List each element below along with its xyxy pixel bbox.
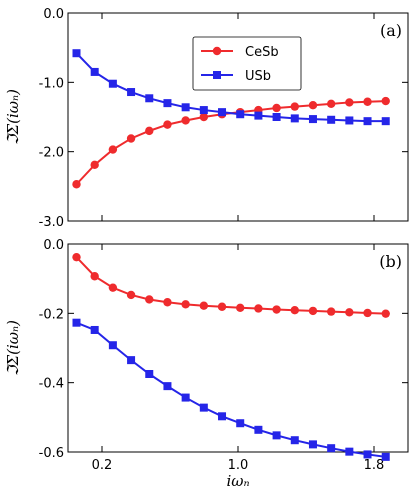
- panel-b-ytick-label: -0.2: [39, 307, 64, 322]
- panel-a-cesb-point: [90, 160, 99, 170]
- panel-a-legend-label: CeSb: [245, 45, 279, 60]
- panel-b-ytick-label: 0.0: [43, 238, 64, 253]
- panel-a-usb-point: [90, 67, 99, 76]
- panel-a-usb-point: [272, 113, 281, 121]
- panel-a-cesb-point: [181, 116, 190, 125]
- panel-a-usb-point: [181, 103, 190, 112]
- panel-b-cesb-point: [145, 295, 154, 304]
- panel-b-cesb-point: [90, 272, 99, 281]
- panel-a-tag: (a): [380, 21, 402, 40]
- panel-b-xtick-label: 0.2: [92, 458, 113, 473]
- panel-a-usb-point: [72, 49, 81, 58]
- panel-a-usb-point: [363, 117, 372, 126]
- panel-a-legend-label: USb: [245, 69, 271, 84]
- panel-a-cesb-point: [108, 145, 118, 154]
- panel-a-usb-point: [290, 114, 299, 123]
- panel-a-usb-point: [218, 108, 227, 117]
- panel-a-usb-point: [308, 115, 317, 124]
- panel-b-usb-point: [218, 412, 227, 421]
- panel-a-ytick-label: -2.0: [39, 146, 64, 161]
- panel-a-usb-point: [127, 88, 136, 97]
- panel-a-cesb-point: [199, 112, 209, 122]
- panel-a-usb-point: [163, 99, 172, 108]
- panel-b-cesb-point: [363, 308, 372, 318]
- panel-b-usb-point: [327, 444, 336, 453]
- panel-b-usb-point: [381, 452, 390, 461]
- panel-b-usb-point: [163, 382, 172, 391]
- panel-a-usb-point: [381, 117, 390, 126]
- panel-b-usb-point: [127, 356, 136, 365]
- panel-a-cesb-point: [126, 134, 136, 143]
- panel-b-cesb-point: [272, 305, 281, 314]
- panel-a-cesb-point: [345, 98, 354, 107]
- panel-b-cesb-point: [108, 283, 118, 292]
- panel-a-ylabel: ℑΣ(iωₙ): [4, 89, 22, 145]
- panel-b-cesb-point: [326, 307, 336, 316]
- panel-b-usb-point: [108, 341, 117, 350]
- panel-b-cesb-point: [236, 303, 245, 312]
- panel-a-usb-point: [327, 115, 336, 124]
- panel-b-usb-point: [254, 425, 263, 434]
- panel-a-ytick-label: 0.0: [43, 7, 64, 22]
- panel-a-legend-marker: [213, 71, 221, 79]
- panel-b-cesb-point: [308, 306, 318, 316]
- panel-b-cesb-point: [199, 301, 209, 310]
- panel-b-cesb-point: [254, 304, 263, 313]
- panel-b-cesb-point: [126, 290, 136, 300]
- panel-a-cesb-point: [381, 96, 390, 106]
- panel-b-ylabel: ℑΣ(iωₙ): [4, 320, 22, 376]
- panel-b: 0.0 -0.2 -0.4 -0.6 0.2 1.0 1.8 ℑΣ(iωₙ) iωₙ (b): [4, 238, 409, 490]
- panel-a-usb-point: [254, 111, 263, 120]
- panel-a-legend-marker: [212, 46, 222, 56]
- panel-b-cesb-point: [217, 302, 227, 311]
- panel-b-cesb-point: [163, 298, 172, 307]
- panel-b-cesb-point: [381, 309, 390, 318]
- panel-a-cesb-point: [272, 103, 281, 113]
- panel-b-ytick-label: -0.4: [39, 377, 64, 392]
- panel-b-cesb-point: [345, 308, 354, 317]
- panel-a-usb-point: [199, 106, 208, 115]
- panel-b-ytick-label: -0.6: [39, 446, 64, 461]
- panel-b-usb-point: [72, 318, 81, 327]
- panel-b-usb-line: [76, 321, 386, 458]
- panel-b-tag: (b): [379, 252, 402, 271]
- panel-a-cesb-point: [326, 99, 336, 109]
- panel-a-cesb-point: [290, 102, 299, 111]
- panel-b-usb-point: [236, 419, 245, 428]
- panel-b-cesb-point: [290, 306, 299, 315]
- panel-b-usb-point: [90, 325, 99, 334]
- panel-a-usb-point: [345, 116, 354, 125]
- panel-a: 0.0 -1.0 -2.0 -3.0 ℑΣ(iωₙ) (a) CeSb USb: [4, 7, 409, 230]
- panel-b-usb-point: [345, 447, 354, 456]
- panel-b-usb-point: [181, 393, 190, 402]
- panel-a-cesb-point: [72, 180, 81, 189]
- panel-a-cesb-point: [308, 101, 318, 110]
- panel-b-usb-point: [308, 440, 317, 449]
- panel-a-cesb-point: [163, 120, 172, 129]
- panel-b-xlabel: iωₙ: [226, 472, 249, 490]
- panel-a-ytick-label: -1.0: [39, 76, 64, 91]
- panel-a-usb-point: [108, 79, 117, 88]
- panel-a-cesb-point: [145, 126, 154, 136]
- panel-b-cesb-line: [75, 256, 386, 315]
- panel-b-xtick-label: 1.8: [364, 458, 385, 473]
- panel-b-usb-point: [272, 431, 281, 440]
- panel-b-usb-point: [145, 370, 154, 378]
- panel-a-ytick-label: -3.0: [39, 215, 64, 230]
- panel-b-usb-point: [290, 436, 299, 445]
- panel-a-usb-point: [145, 94, 154, 103]
- panel-b-cesb-point: [181, 300, 190, 309]
- panel-b-xtick-label: 1.0: [228, 458, 249, 473]
- panel-a-cesb-point: [363, 97, 372, 106]
- panel-b-cesb-point: [72, 252, 81, 262]
- panel-b-usb-point: [363, 450, 372, 459]
- panel-a-usb-point: [236, 110, 245, 119]
- panel-b-usb-point: [199, 403, 208, 412]
